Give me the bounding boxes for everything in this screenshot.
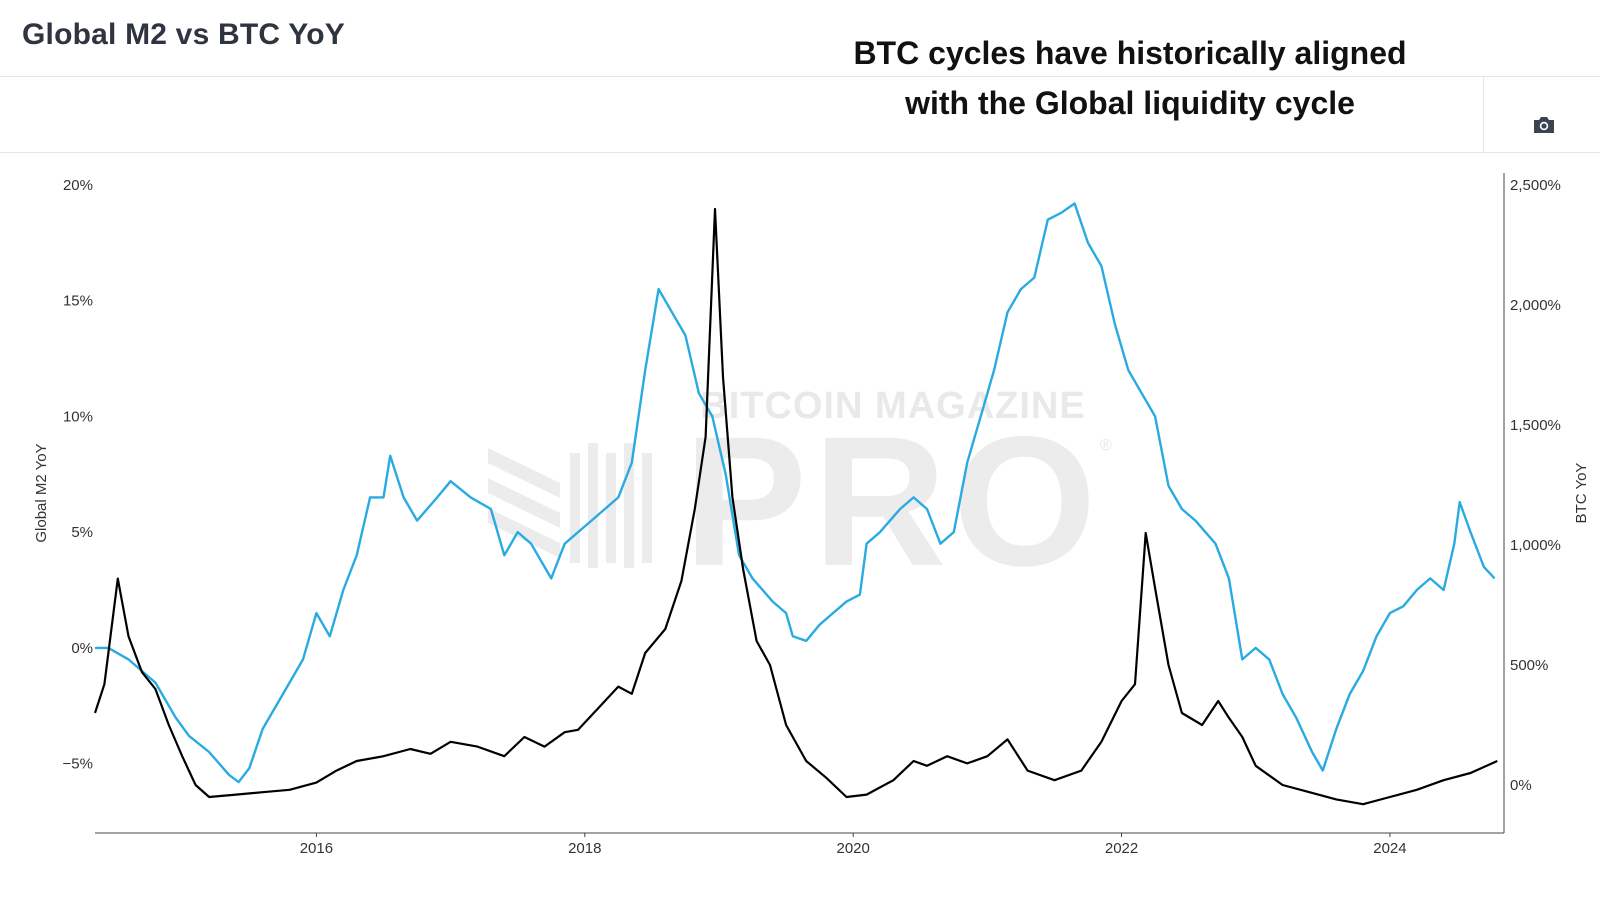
y-left-tick-label: 10% xyxy=(63,408,93,425)
headline-line-1: BTC cycles have historically aligned xyxy=(853,35,1407,71)
download-image-button[interactable] xyxy=(1527,110,1561,140)
y-left-tick-label: 5% xyxy=(71,524,93,541)
x-tick-label: 2024 xyxy=(1373,840,1406,857)
axes: Global M2 YoY BTC YoY xyxy=(33,173,1590,834)
x-tick-label: 2018 xyxy=(568,840,601,857)
series-layer xyxy=(93,202,1498,806)
y-right-tick-label: 1,000% xyxy=(1510,537,1561,554)
y-axis-right-title: BTC YoY xyxy=(1573,463,1590,524)
page-title: Global M2 vs BTC YoY xyxy=(22,18,345,51)
watermark: BITCOIN MAGAZINE PRO ® xyxy=(488,385,1112,605)
chart-headline: BTC cycles have historically aligned wit… xyxy=(770,28,1490,128)
y-left-tick-label: 20% xyxy=(63,177,93,194)
y-left-tick-label: 0% xyxy=(71,640,93,657)
series-line-global-m2-yoy xyxy=(95,202,1496,784)
x-tick-label: 2022 xyxy=(1105,840,1138,857)
tick-labels: 2016 2018 2020 2022 2024 20% 15% 10% 5% 0% −5% 2,50… xyxy=(63,177,1561,857)
camera-icon xyxy=(1534,117,1554,133)
y-left-tick-label: −5% xyxy=(63,756,93,773)
series-line-btc-yoy xyxy=(93,207,1498,806)
watermark-text-top: BITCOIN MAGAZINE xyxy=(700,385,1085,427)
y-right-tick-label: 2,500% xyxy=(1510,177,1561,194)
y-right-tick-label: 500% xyxy=(1510,657,1548,674)
chart: BITCOIN MAGAZINE PRO ® Global M2 YoY BTC… xyxy=(33,173,1590,857)
watermark-text-pro: PRO xyxy=(684,399,1103,605)
y-right-tick-label: 0% xyxy=(1510,777,1532,794)
y-axis-left-title: Global M2 YoY xyxy=(33,443,50,542)
watermark-logo-stripes xyxy=(488,443,652,568)
x-tick-label: 2020 xyxy=(836,840,869,857)
y-left-tick-label: 15% xyxy=(63,293,93,310)
watermark-registered: ® xyxy=(1100,437,1112,454)
y-right-tick-label: 1,500% xyxy=(1510,417,1561,434)
toolbar-divider xyxy=(0,152,1600,153)
headline-line-2: with the Global liquidity cycle xyxy=(905,85,1355,121)
header-divider xyxy=(0,76,1600,77)
toolbar-separator xyxy=(1483,77,1484,152)
y-right-tick-label: 2,000% xyxy=(1510,297,1561,314)
x-tick-label: 2016 xyxy=(300,840,333,857)
